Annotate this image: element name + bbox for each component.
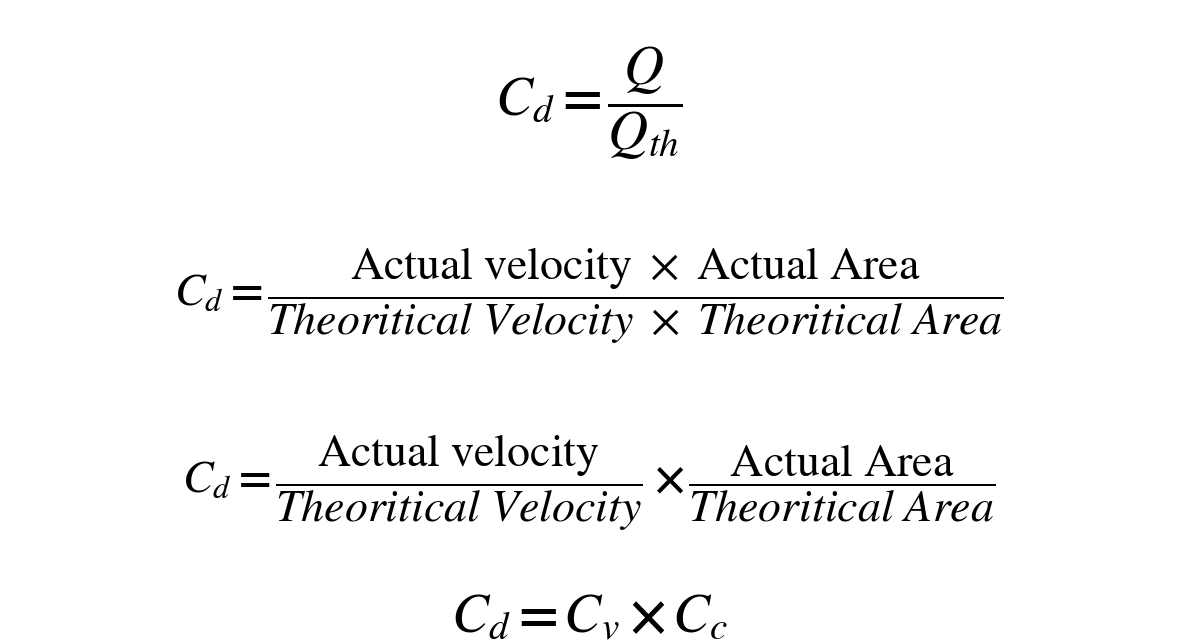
Text: $\boldsymbol{C_d = C_v \times C_c}$: $\boldsymbol{C_d = C_v \times C_c}$ <box>450 593 728 643</box>
Text: $\boldsymbol{C_d = \dfrac{\mathrm{Actual\ velocity\ \times\ Actual\ Area}}{\math: $\boldsymbol{C_d = \dfrac{\mathrm{Actual… <box>174 246 1004 346</box>
Text: $\boldsymbol{C_d = \dfrac{\mathrm{Actual\ velocity}}{\mathit{Theoritical\ Veloci: $\boldsymbol{C_d = \dfrac{\mathrm{Actual… <box>183 433 995 533</box>
Text: $\boldsymbol{C_d = \dfrac{Q}{Q_{th}}}$: $\boldsymbol{C_d = \dfrac{Q}{Q_{th}}}$ <box>495 44 683 162</box>
